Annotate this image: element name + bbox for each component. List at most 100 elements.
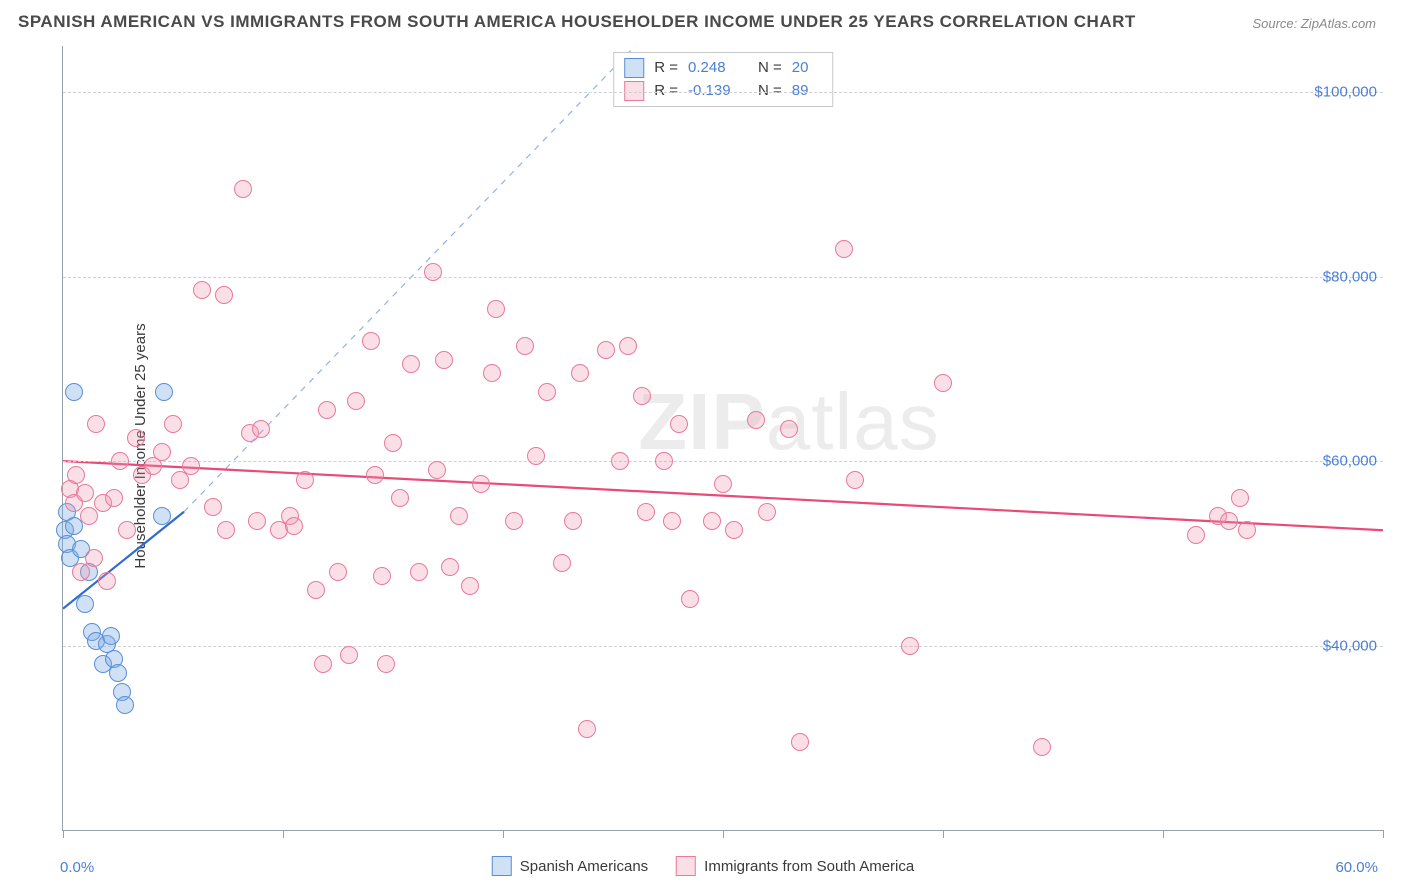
data-point bbox=[846, 471, 864, 489]
data-point bbox=[410, 563, 428, 581]
data-point bbox=[318, 401, 336, 419]
grid-line bbox=[63, 92, 1383, 93]
data-point bbox=[663, 512, 681, 530]
scatter-chart: ZIPatlas R =0.248N =20R =-0.139N =89 $40… bbox=[62, 46, 1383, 831]
data-point bbox=[450, 507, 468, 525]
data-point bbox=[118, 521, 136, 539]
data-point bbox=[65, 383, 83, 401]
data-point bbox=[487, 300, 505, 318]
data-point bbox=[164, 415, 182, 433]
data-point bbox=[362, 332, 380, 350]
data-point bbox=[505, 512, 523, 530]
x-tick bbox=[1163, 830, 1164, 838]
legend-series-item: Immigrants from South America bbox=[676, 856, 914, 876]
data-point bbox=[248, 512, 266, 530]
data-point bbox=[597, 341, 615, 359]
data-point bbox=[76, 484, 94, 502]
data-point bbox=[182, 457, 200, 475]
data-point bbox=[307, 581, 325, 599]
series-legend: Spanish Americans Immigrants from South A… bbox=[492, 856, 914, 876]
data-point bbox=[1231, 489, 1249, 507]
data-point bbox=[155, 383, 173, 401]
data-point bbox=[347, 392, 365, 410]
data-point bbox=[564, 512, 582, 530]
data-point bbox=[428, 461, 446, 479]
trend-lines-layer bbox=[63, 46, 1383, 830]
grid-line bbox=[63, 277, 1383, 278]
data-point bbox=[527, 447, 545, 465]
data-point bbox=[204, 498, 222, 516]
data-point bbox=[835, 240, 853, 258]
data-point bbox=[747, 411, 765, 429]
legend-series-item: Spanish Americans bbox=[492, 856, 648, 876]
data-point bbox=[681, 590, 699, 608]
legend-swatch bbox=[624, 58, 644, 78]
y-tick-label: $60,000 bbox=[1323, 453, 1377, 470]
x-tick bbox=[63, 830, 64, 838]
data-point bbox=[377, 655, 395, 673]
data-point bbox=[329, 563, 347, 581]
data-point bbox=[758, 503, 776, 521]
data-point bbox=[72, 563, 90, 581]
x-tick bbox=[503, 830, 504, 838]
data-point bbox=[391, 489, 409, 507]
data-point bbox=[153, 507, 171, 525]
data-point bbox=[402, 355, 420, 373]
data-point bbox=[314, 655, 332, 673]
data-point bbox=[714, 475, 732, 493]
x-tick bbox=[723, 830, 724, 838]
data-point bbox=[703, 512, 721, 530]
data-point bbox=[234, 180, 252, 198]
data-point bbox=[217, 521, 235, 539]
data-point bbox=[934, 374, 952, 392]
data-point bbox=[611, 452, 629, 470]
data-point bbox=[105, 489, 123, 507]
data-point bbox=[655, 452, 673, 470]
data-point bbox=[538, 383, 556, 401]
data-point bbox=[215, 286, 233, 304]
data-point bbox=[373, 567, 391, 585]
grid-line bbox=[63, 461, 1383, 462]
data-point bbox=[637, 503, 655, 521]
data-point bbox=[296, 471, 314, 489]
data-point bbox=[424, 263, 442, 281]
data-point bbox=[109, 664, 127, 682]
data-point bbox=[340, 646, 358, 664]
data-point bbox=[285, 517, 303, 535]
data-point bbox=[116, 696, 134, 714]
data-point bbox=[553, 554, 571, 572]
x-axis-min-label: 0.0% bbox=[60, 859, 94, 876]
legend-swatch bbox=[492, 856, 512, 876]
legend-series-label: Immigrants from South America bbox=[704, 858, 914, 875]
data-point bbox=[76, 595, 94, 613]
data-point bbox=[901, 637, 919, 655]
x-axis-max-label: 60.0% bbox=[1335, 859, 1378, 876]
data-point bbox=[102, 627, 120, 645]
y-tick-label: $80,000 bbox=[1323, 268, 1377, 285]
data-point bbox=[633, 387, 651, 405]
data-point bbox=[1033, 738, 1051, 756]
data-point bbox=[87, 415, 105, 433]
data-point bbox=[670, 415, 688, 433]
data-point bbox=[725, 521, 743, 539]
data-point bbox=[791, 733, 809, 751]
data-point bbox=[111, 452, 129, 470]
data-point bbox=[578, 720, 596, 738]
data-point bbox=[193, 281, 211, 299]
legend-swatch bbox=[624, 81, 644, 101]
data-point bbox=[441, 558, 459, 576]
chart-title: SPANISH AMERICAN VS IMMIGRANTS FROM SOUT… bbox=[18, 12, 1136, 32]
data-point bbox=[571, 364, 589, 382]
y-tick-label: $40,000 bbox=[1323, 637, 1377, 654]
data-point bbox=[384, 434, 402, 452]
data-point bbox=[619, 337, 637, 355]
legend-swatch bbox=[676, 856, 696, 876]
data-point bbox=[1220, 512, 1238, 530]
data-point bbox=[472, 475, 490, 493]
data-point bbox=[435, 351, 453, 369]
data-point bbox=[153, 443, 171, 461]
data-point bbox=[780, 420, 798, 438]
data-point bbox=[1187, 526, 1205, 544]
data-point bbox=[85, 549, 103, 567]
data-point bbox=[67, 466, 85, 484]
